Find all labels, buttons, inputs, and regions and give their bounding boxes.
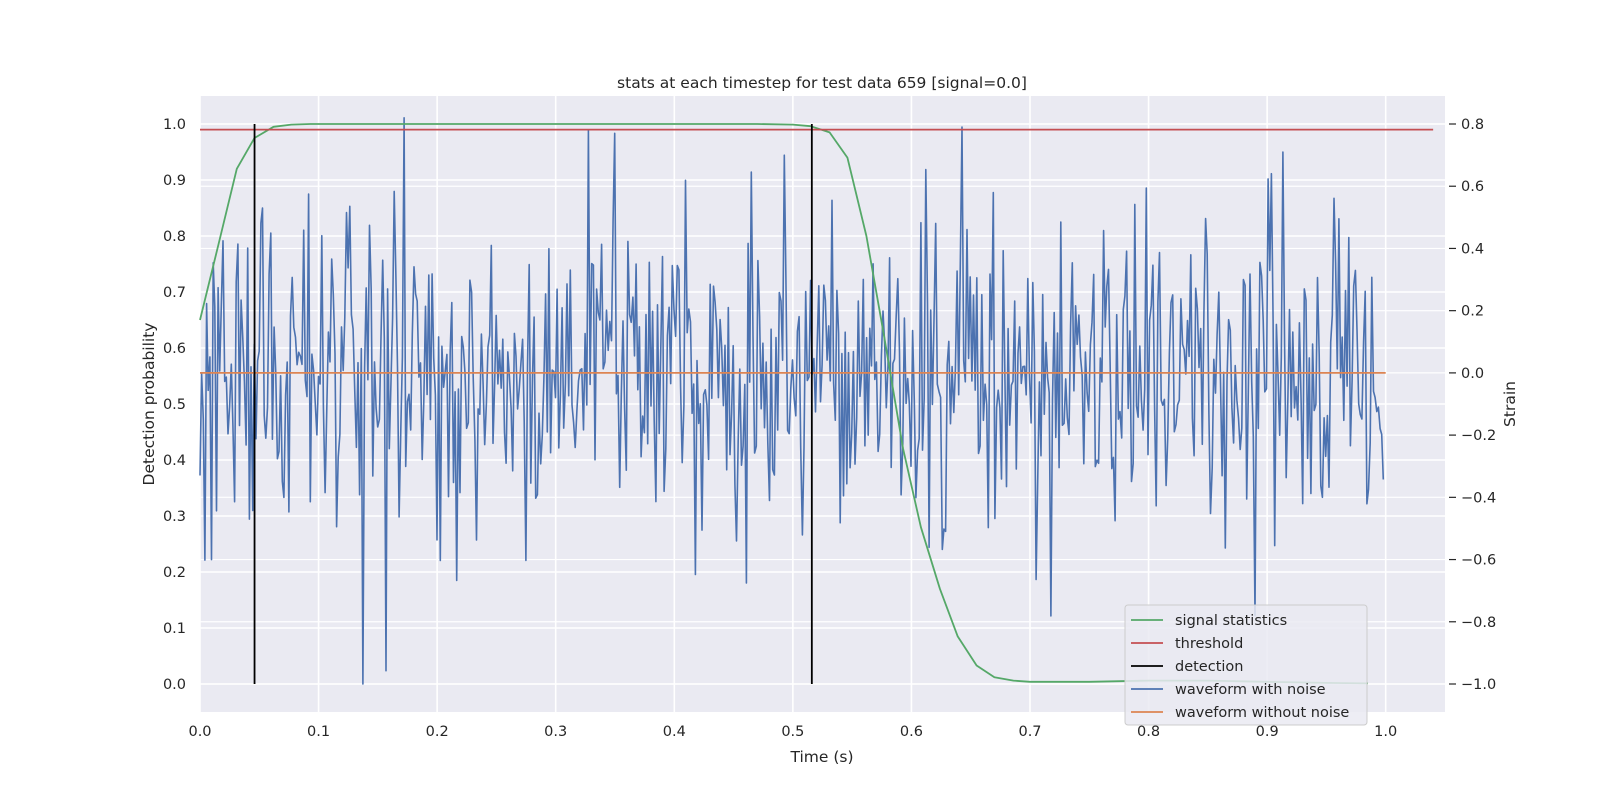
x-tick-label: 0.0 [188,724,211,740]
left-axis-ticks: 0.0 0.1 0.2 0.3 0.4 0.5 0.6 0.7 0.8 0.9 1.0 [163,117,186,693]
right-axis-ticks: −1.0 −0.8 −0.6 −0.4 −0.2 0.0 0.2 0.4 0.6 0.8 [1449,117,1496,693]
x-tick-label: 0.8 [1137,724,1160,740]
legend-label: threshold [1175,636,1243,652]
y-tick-label-right: 0.6 [1461,179,1484,195]
x-tick-label: 0.1 [307,724,330,740]
y-tick-label-right: −0.6 [1461,553,1496,569]
y-axis-label-right: Strain [1501,381,1519,427]
x-axis-ticks: 0.0 0.1 0.2 0.3 0.4 0.5 0.6 0.7 0.8 0.9 1.0 [188,724,1397,740]
x-tick-label: 0.2 [426,724,449,740]
y-tick-label-right: 0.8 [1461,117,1484,133]
legend-box [1124,604,1368,726]
y-tick-label-left: 1.0 [163,117,186,133]
y-tick-label-right: −0.4 [1461,490,1496,506]
y-axis-label-left: Detection probability [140,323,158,486]
legend-label: signal statistics [1175,613,1287,629]
legend-label: waveform without noise [1175,705,1349,721]
y-tick-label-right: −1.0 [1461,677,1496,693]
y-tick-label-left: 0.9 [163,173,186,189]
y-tick-label-left: 0.7 [163,285,186,301]
y-tick-label-right: 0.0 [1461,366,1484,382]
y-tick-label-right: −0.8 [1461,615,1496,631]
x-tick-label: 0.4 [663,724,686,740]
chart-title: stats at each timestep for test data 659… [617,74,1027,92]
y-tick-label-left: 0.4 [163,453,186,469]
y-tick-label-left: 0.1 [163,621,186,637]
series-line-waveform-with-noise [199,117,1385,685]
y-tick-label-left: 0.3 [163,509,186,525]
y-tick-label-left: 0.6 [163,341,186,357]
x-tick-label: 0.5 [781,724,804,740]
y-tick-label-left: 0.0 [163,677,186,693]
legend: signal statistics threshold detection wavef… [1124,604,1368,726]
y-tick-label-right: −0.2 [1461,428,1496,444]
x-tick-label: 1.0 [1374,724,1397,740]
x-tick-label: 0.3 [544,724,567,740]
x-axis-label: Time (s) [789,748,853,766]
x-tick-label: 0.9 [1256,724,1279,740]
y-tick-label-left: 0.8 [163,229,186,245]
grid [199,96,1445,712]
y-tick-label-left: 0.2 [163,565,186,581]
legend-label: detection [1175,659,1243,675]
x-tick-label: 0.7 [1018,724,1041,740]
x-tick-label: 0.6 [900,724,923,740]
y-tick-label-right: 0.2 [1461,304,1484,320]
y-tick-label-right: 0.4 [1461,241,1484,257]
series-line-signal-statistics [199,123,1368,685]
legend-label: waveform with noise [1175,682,1326,698]
y-tick-label-left: 0.5 [163,397,186,413]
series-layer [199,117,1434,685]
